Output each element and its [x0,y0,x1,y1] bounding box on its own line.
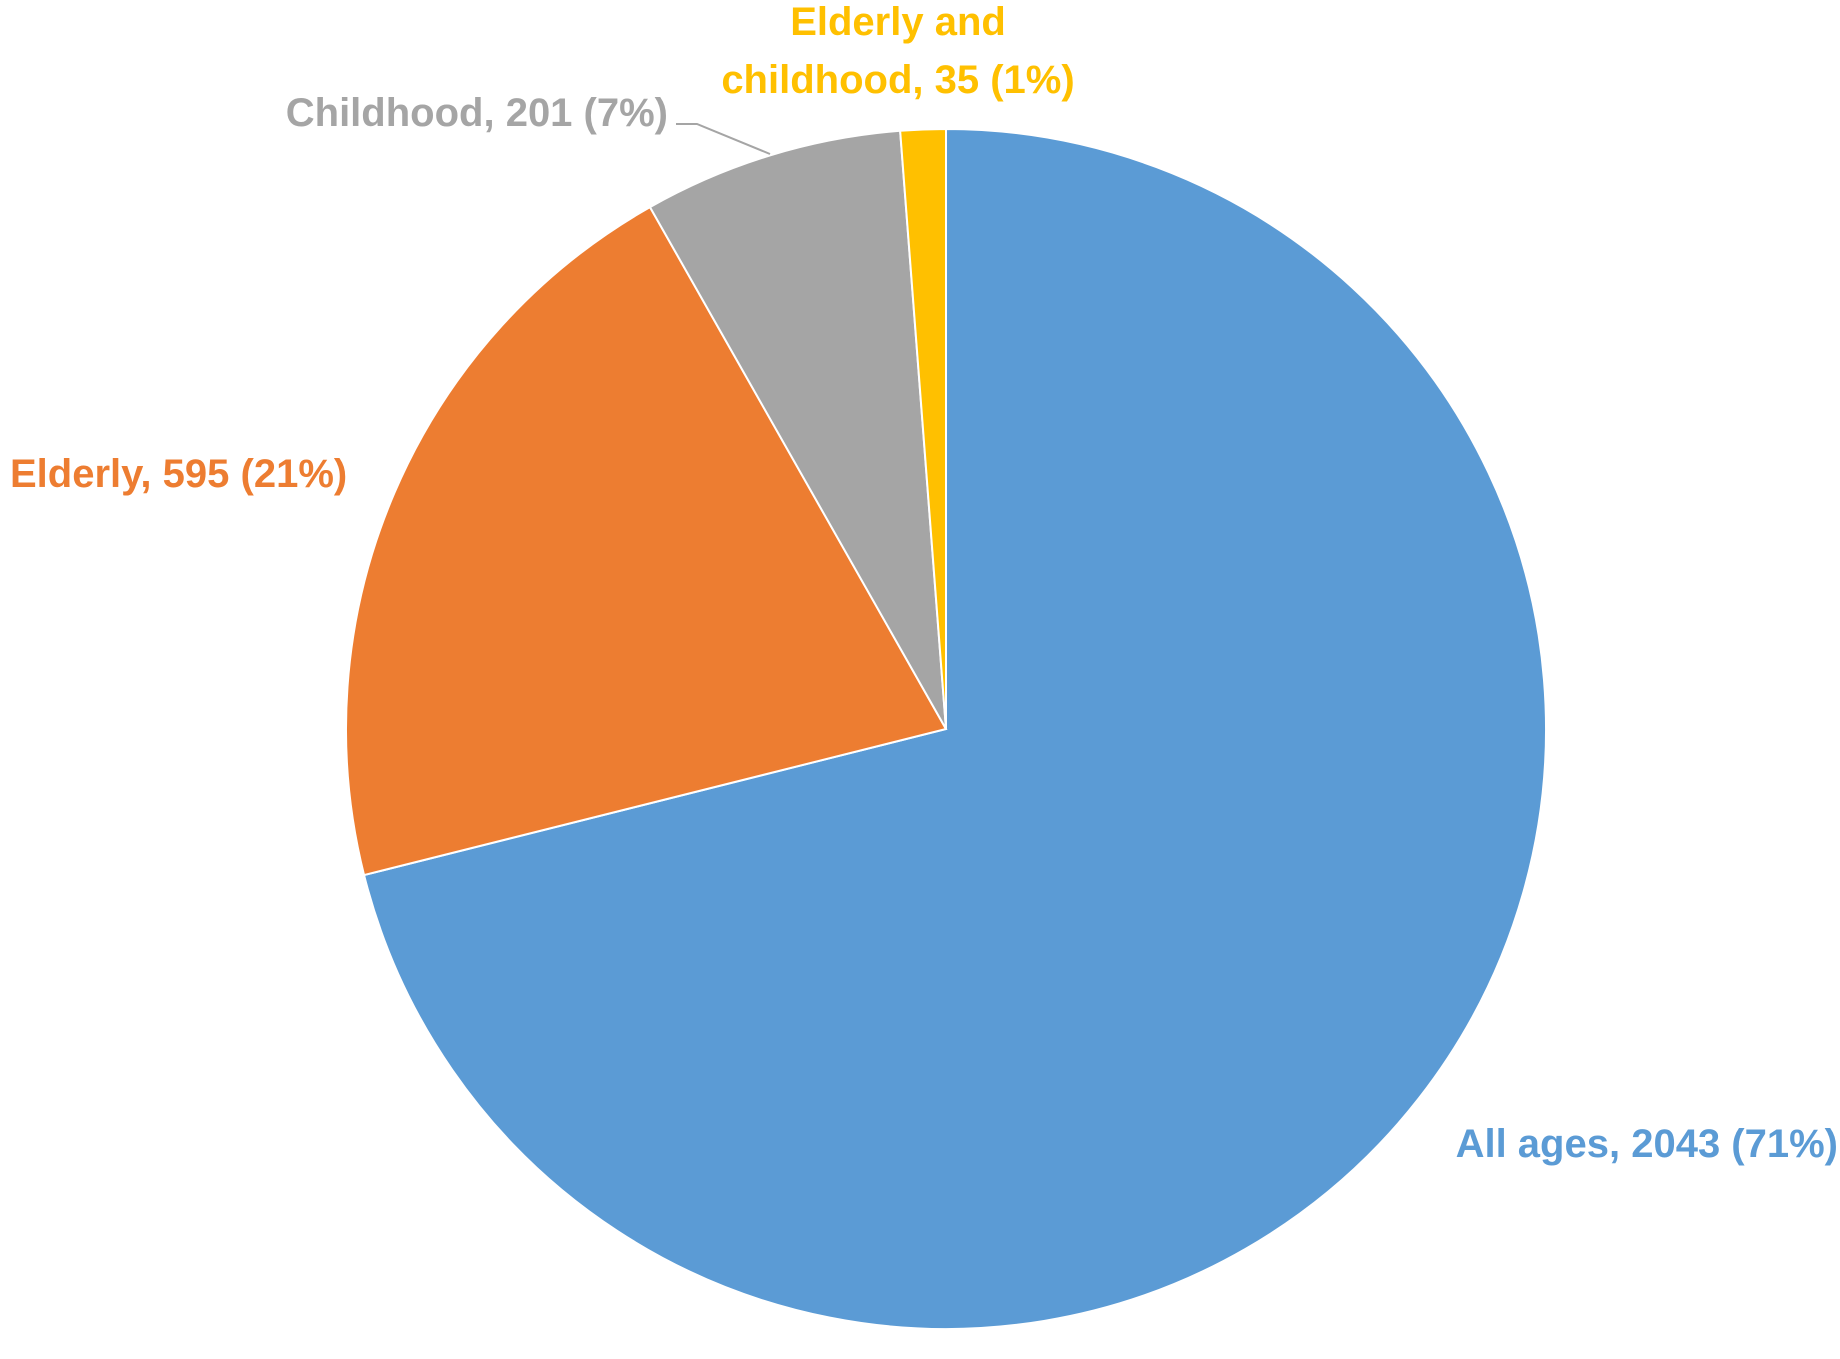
data-labels: All ages, 2043 (71%) Elderly, 595 (21%) Ch… [10,0,1838,1166]
data-label-line: childhood, 35 (1%) [721,58,1074,102]
data-label-elderly-and-childhood: Elderly and childhood, 35 (1%) [721,0,1074,102]
pie-slice-elderly [345,205,948,877]
pie-slice-childhood [648,129,947,730]
data-label-childhood: Childhood, 201 (7%) [286,91,668,135]
data-label-line: Elderly and [790,0,1006,44]
data-label-line: Elderly, 595 (21%) [10,452,347,496]
data-label-all-ages: All ages, 2043 (71%) [1456,1122,1838,1166]
data-label-line: All ages, 2043 (71%) [1456,1122,1838,1166]
leader-line-childhood [676,123,771,155]
data-label-elderly: Elderly, 595 (21%) [10,452,347,496]
pie-slice-elderly-and-childhood [899,127,947,730]
leader-lines [676,123,771,155]
data-label-line: Childhood, 201 (7%) [286,91,668,135]
pie-slice-all-ages [362,127,1547,1330]
pie-slices [345,127,1547,1330]
